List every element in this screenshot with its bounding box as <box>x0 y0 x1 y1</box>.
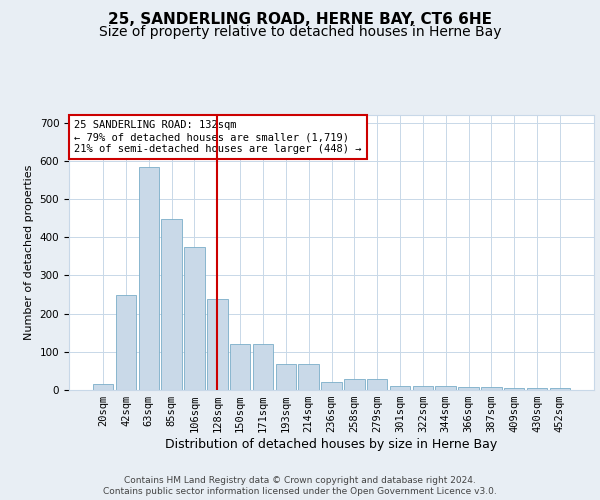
X-axis label: Distribution of detached houses by size in Herne Bay: Distribution of detached houses by size … <box>166 438 497 451</box>
Bar <box>436 386 456 390</box>
Bar <box>527 388 547 390</box>
Bar <box>275 364 296 390</box>
Text: Size of property relative to detached houses in Herne Bay: Size of property relative to detached ho… <box>99 25 501 39</box>
Bar <box>413 386 433 390</box>
Bar <box>207 299 227 390</box>
Bar <box>321 382 342 390</box>
Text: Contains public sector information licensed under the Open Government Licence v3: Contains public sector information licen… <box>103 488 497 496</box>
Bar <box>298 364 319 390</box>
Bar <box>550 388 570 390</box>
Bar <box>116 296 136 390</box>
Bar <box>161 219 182 390</box>
Bar <box>344 380 365 390</box>
Text: 25 SANDERLING ROAD: 132sqm
← 79% of detached houses are smaller (1,719)
21% of s: 25 SANDERLING ROAD: 132sqm ← 79% of deta… <box>74 120 362 154</box>
Text: 25, SANDERLING ROAD, HERNE BAY, CT6 6HE: 25, SANDERLING ROAD, HERNE BAY, CT6 6HE <box>108 12 492 28</box>
Y-axis label: Number of detached properties: Number of detached properties <box>24 165 34 340</box>
Text: Contains HM Land Registry data © Crown copyright and database right 2024.: Contains HM Land Registry data © Crown c… <box>124 476 476 485</box>
Bar <box>184 247 205 390</box>
Bar <box>230 344 250 390</box>
Bar <box>253 344 273 390</box>
Bar <box>139 166 159 390</box>
Bar <box>458 386 479 390</box>
Bar <box>504 388 524 390</box>
Bar <box>481 386 502 390</box>
Bar <box>367 380 388 390</box>
Bar <box>390 386 410 390</box>
Bar <box>93 384 113 390</box>
